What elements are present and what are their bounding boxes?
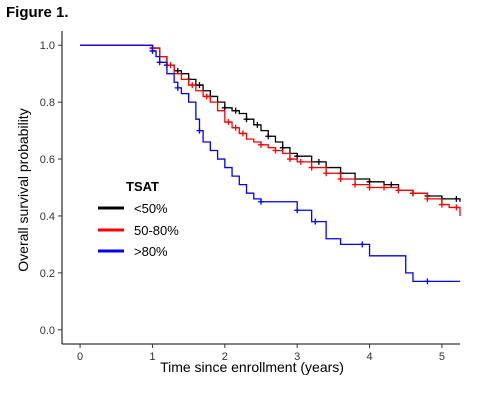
censor-mark-high [174, 84, 181, 91]
censor-mark-mid [438, 201, 445, 208]
y-tick-label: 0.4 [40, 211, 55, 223]
censor-mark-low [265, 133, 272, 140]
x-tick-label: 0 [77, 351, 83, 363]
legend: TSAT <50% 50-80% >80% [98, 179, 179, 259]
x-tick-label: 5 [439, 351, 445, 363]
censor-mark-low [174, 67, 181, 74]
legend-item-high: >80% [98, 244, 168, 259]
censor-mark-mid [323, 170, 330, 177]
y-axis-title: Overall survival probability [15, 108, 31, 271]
x-tick-label: 2 [222, 351, 228, 363]
censor-mark-mid [297, 158, 304, 165]
censor-mark-low [232, 107, 239, 114]
censor-mark-low [221, 104, 228, 111]
y-tick-label: 0.0 [40, 325, 55, 337]
censor-mark-low [254, 121, 261, 128]
censor-mark-mid [308, 164, 315, 171]
censor-mark-mid [352, 181, 359, 188]
censor-mark-mid [258, 141, 264, 148]
censor-mark-high [258, 198, 264, 205]
censor-mark-mid [203, 93, 210, 100]
km-curve-high [80, 44, 460, 283]
censor-mark-high [312, 218, 319, 225]
legend-item-mid: 50-80% [98, 223, 179, 238]
censor-mark-high [424, 278, 431, 285]
y-tick-label: 0.2 [40, 268, 55, 280]
y-tick-label: 0.6 [40, 154, 55, 166]
censor-mark-mid [232, 124, 239, 131]
censor-mark-low [315, 158, 322, 165]
censor-mark-high [196, 127, 203, 134]
censor-mark-high [294, 207, 301, 214]
y-ticks: 0.0 0.2 0.4 0.6 0.8 1.0 [40, 40, 62, 337]
x-tick-label: 3 [294, 351, 300, 363]
censor-mark-low [279, 144, 286, 151]
legend-label-low: <50% [134, 201, 168, 216]
censor-mark-mid [286, 156, 293, 163]
censor-mark-low [388, 181, 395, 188]
censor-mark-mid [395, 187, 402, 194]
legend-label-high: >80% [134, 244, 168, 259]
axes [61, 31, 460, 345]
censor-mark-mid [381, 184, 388, 191]
legend-title: TSAT [126, 179, 159, 194]
censor-mark-mid [239, 130, 246, 137]
censor-mark-low [366, 178, 373, 185]
figure-label: Figure 1. [6, 4, 69, 21]
censor-mark-mid [409, 190, 416, 197]
x-ticks: 0 1 2 3 4 5 [77, 344, 445, 363]
censor-mark-high [149, 47, 156, 54]
x-tick-label: 4 [366, 351, 372, 363]
legend-label-mid: 50-80% [134, 223, 179, 238]
censor-mark-low [243, 116, 250, 123]
legend-item-low: <50% [98, 201, 168, 216]
censor-mark-high [156, 59, 163, 66]
censor-mark-low [294, 153, 301, 160]
censor-mark-high [359, 241, 366, 248]
censor-mark-low [453, 195, 460, 202]
censor-mark-low [196, 82, 203, 89]
x-tick-label: 1 [149, 351, 155, 363]
censor-mark-mid [225, 119, 232, 126]
series-layer [80, 44, 461, 285]
x-axis-title: Time since enrollment (years) [160, 359, 344, 375]
censor-mark-mid [337, 175, 344, 182]
censor-mark-mid [189, 82, 196, 89]
censor-mark-mid [424, 195, 431, 202]
censor-mark-mid [453, 204, 460, 211]
censor-mark-mid [272, 147, 279, 154]
y-tick-label: 0.8 [40, 97, 55, 109]
censor-mark-mid [366, 184, 373, 191]
y-tick-label: 1.0 [40, 40, 55, 52]
censor-mark-mid [167, 62, 174, 69]
